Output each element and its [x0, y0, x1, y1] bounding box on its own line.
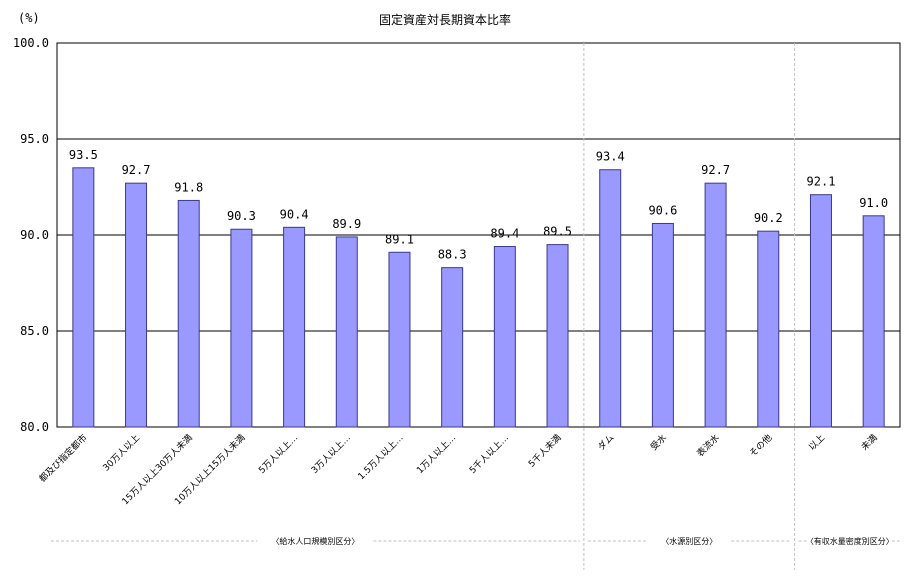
- bar: [651, 222, 674, 428]
- x-tick-label: 表流水: [694, 432, 722, 460]
- bar: [546, 244, 569, 428]
- data-label: 93.4: [596, 150, 625, 164]
- bar: [335, 236, 358, 428]
- x-tick-label: 3万人以上…: [309, 432, 353, 476]
- x-tick-label: 1.5万人以上…: [356, 432, 406, 482]
- bar: [388, 251, 411, 428]
- x-tick-label: 都及び指定都市: [36, 432, 89, 485]
- bar: [125, 182, 148, 428]
- bar: [493, 246, 516, 428]
- bar: [177, 199, 200, 428]
- x-tick-label: 以上: [807, 432, 828, 453]
- y-tick-label: 80.0: [20, 420, 49, 434]
- bar: [72, 167, 95, 428]
- group-label: 〈給水人口規模別区分〉: [271, 536, 359, 546]
- x-tick-label: 未満: [859, 432, 880, 453]
- y-tick-label: 85.0: [20, 324, 49, 338]
- data-label: 91.8: [174, 180, 203, 194]
- data-label: 91.0: [859, 196, 888, 210]
- bar: [862, 215, 885, 428]
- data-label: 93.5: [69, 148, 98, 162]
- bar: [704, 182, 727, 428]
- bar: [599, 169, 622, 428]
- x-tick-label: 1万人以上…: [415, 432, 459, 476]
- data-label: 89.1: [385, 232, 414, 246]
- bar: [809, 194, 832, 428]
- group-label: 〈水源別区分〉: [661, 536, 717, 546]
- y-axis-unit: (%): [18, 11, 40, 25]
- bar: [757, 230, 780, 428]
- data-label: 92.1: [807, 175, 836, 189]
- x-tick-label: 受水: [648, 432, 669, 453]
- x-tick-label: 30万人以上: [101, 432, 142, 473]
- data-label: 89.5: [543, 225, 572, 239]
- data-label: 90.6: [648, 203, 677, 217]
- x-tick-label: 5千人以上…: [467, 432, 511, 476]
- data-label: 90.3: [227, 209, 256, 223]
- x-tick-label: 5千人未満: [526, 432, 564, 470]
- data-label: 88.3: [438, 248, 467, 262]
- data-label: 92.7: [122, 163, 151, 177]
- y-tick-label: 90.0: [20, 228, 49, 242]
- plot-area: 80.0 85.0 90.0 95.0 100.0 93.5 都及び指定都市 92.7 30万人…: [13, 36, 901, 570]
- x-tick-label: ダム: [595, 432, 616, 453]
- data-label: 89.4: [490, 227, 519, 241]
- data-label: 90.2: [754, 211, 783, 225]
- x-tick-label: 5万人以上…: [257, 432, 301, 476]
- x-tick-label: その他: [747, 432, 775, 460]
- group-label: 〈有収水量密度別区分〉: [806, 536, 894, 546]
- data-label: 90.4: [280, 207, 309, 221]
- bar: [441, 267, 464, 428]
- y-tick-label: 95.0: [20, 132, 49, 146]
- y-tick-label: 100.0: [13, 36, 49, 50]
- bar: [230, 228, 253, 428]
- bar: [283, 226, 306, 428]
- data-label: 92.7: [701, 163, 730, 177]
- chart-title: 固定資産対長期資本比率: [379, 12, 511, 27]
- data-label: 89.9: [332, 217, 361, 231]
